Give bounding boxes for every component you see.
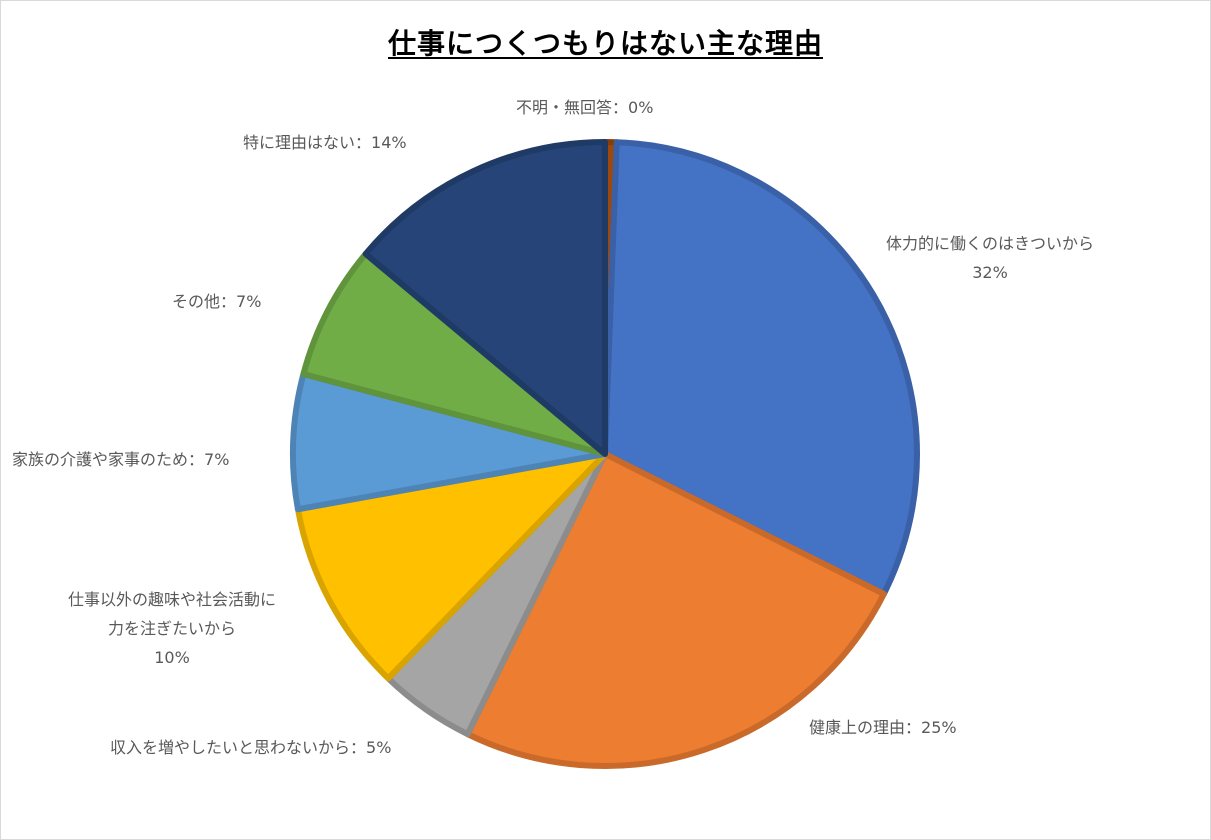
label-value: 10%: [154, 648, 190, 667]
data-label-unknown: 不明・無回答：0%: [516, 93, 653, 122]
pie-slice-5: [290, 371, 608, 513]
label-value: 25%: [921, 718, 957, 737]
label-text: 家族の介護や家事のため：: [12, 450, 205, 469]
label-text: 体力的に働くのはきついから: [885, 234, 1094, 253]
data-label-hobby: 仕事以外の趣味や社会活動に 力を注ぎたいから 10%: [40, 585, 304, 672]
data-label-health: 健康上の理由：25%: [809, 713, 957, 742]
label-value: 0%: [628, 98, 654, 117]
data-label-family: 家族の介護や家事のため：7%: [12, 445, 229, 474]
pie-slice-7: [362, 139, 608, 457]
label-text: その他：: [172, 292, 237, 311]
label-value: 7%: [204, 450, 230, 469]
pie-slice-4: [294, 451, 608, 682]
chart-title: 仕事につくつもりはない主な理由: [387, 27, 823, 60]
label-value: 32%: [972, 263, 1008, 282]
data-label-other: その他：7%: [172, 287, 261, 316]
pie-slice-1: [602, 139, 920, 597]
label-text: 特に理由はない：: [243, 133, 372, 152]
pie-slice-2: [464, 451, 887, 769]
label-text: 収入を増やしたいと思わないから：: [110, 738, 367, 757]
data-label-none: 特に理由はない：14%: [243, 128, 407, 157]
label-value: 14%: [371, 133, 407, 152]
label-text-line2: 力を注ぎたいから: [107, 619, 236, 638]
data-label-income: 収入を増やしたいと思わないから：5%: [110, 733, 391, 762]
label-value: 5%: [366, 738, 392, 757]
pie-slice-6: [300, 250, 608, 457]
label-text: 健康上の理由：: [809, 718, 922, 737]
label-text-line1: 仕事以外の趣味や社会活動に: [67, 590, 276, 609]
data-label-physical: 体力的に働くのはきついから 32%: [858, 229, 1122, 287]
label-value: 7%: [236, 292, 262, 311]
label-text: 不明・無回答：: [516, 98, 629, 117]
